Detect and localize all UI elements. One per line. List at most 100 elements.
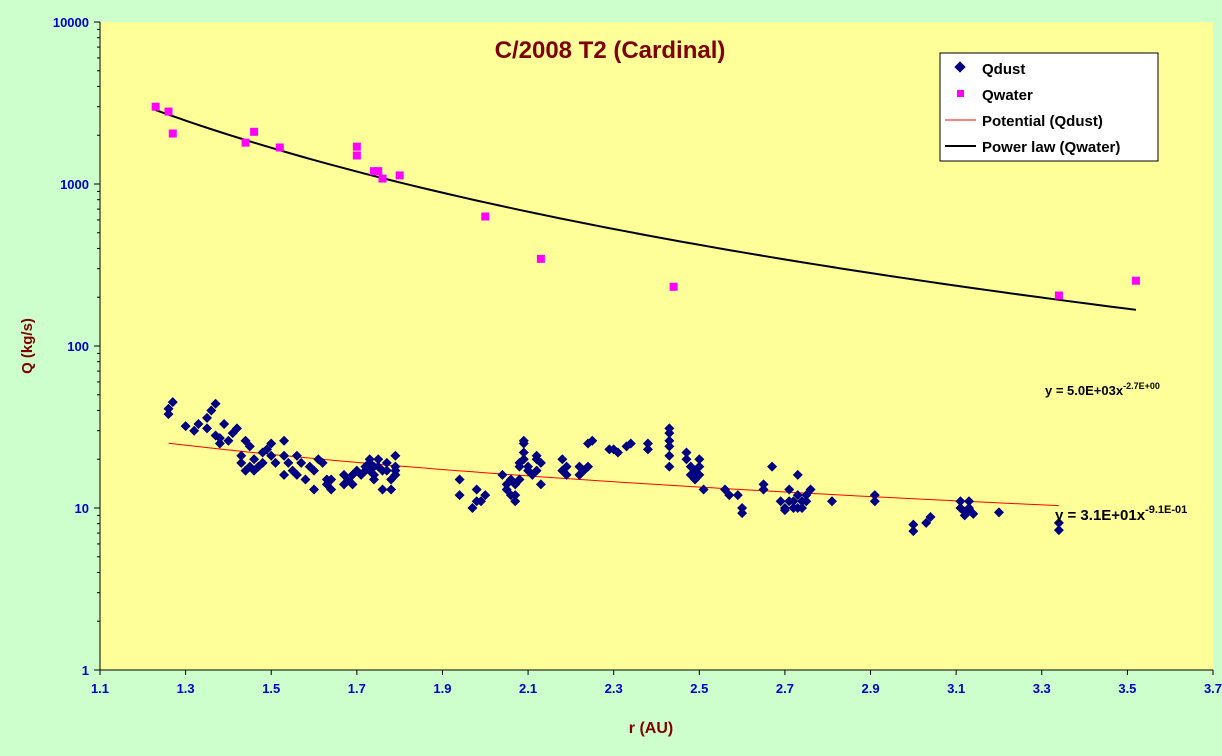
x-tick-label: 2.9 (861, 681, 879, 696)
qwater-point (378, 174, 387, 183)
qwater-point (369, 167, 378, 176)
y-tick-label: 1 (82, 663, 89, 678)
qdust-point (390, 469, 401, 480)
qdust-point (523, 461, 534, 472)
qdust-point (681, 447, 692, 458)
qdust-point (231, 423, 242, 434)
qdust-point (561, 469, 572, 480)
qdust-point (471, 484, 482, 495)
qdust-point (283, 457, 294, 468)
trendline-equation-water: y = 5.0E+03x-2.7E+00 (1045, 381, 1160, 398)
qdust-point (557, 454, 568, 465)
qdust-point (497, 469, 508, 480)
qdust-point (758, 484, 769, 495)
qdust-point (326, 474, 337, 485)
qdust-point (317, 457, 328, 468)
qdust-point (475, 496, 486, 507)
legend-item-qwater: Qwater (957, 87, 1033, 104)
legend-item-potential-qdust: Potential (Qdust) (945, 113, 1103, 130)
qdust-point (587, 435, 598, 446)
qwater-point (275, 143, 284, 152)
legend-label: Qdust (982, 61, 1025, 78)
qwater-point (164, 107, 173, 116)
x-tick-label: 1.9 (433, 681, 451, 696)
qdust-point (210, 398, 221, 409)
qdust-point (642, 444, 653, 455)
qdust-point (163, 409, 174, 420)
qwater-point (481, 212, 490, 221)
qdust-point (681, 454, 692, 465)
qdust-point (202, 412, 213, 423)
x-tick-label: 2.7 (776, 681, 794, 696)
qdust-point (775, 496, 786, 507)
qwater-point (1131, 276, 1140, 285)
qdust-point (1053, 517, 1064, 528)
qdust-point (309, 484, 320, 495)
qdust-point (869, 490, 880, 501)
qdust-point (279, 435, 290, 446)
qdust-point (518, 447, 529, 458)
qdust-point (364, 454, 375, 465)
y-tick-label: 10 (75, 501, 89, 516)
qdust-point (326, 484, 337, 495)
qdust-point (167, 397, 178, 408)
qdust-point (959, 510, 970, 521)
x-tick-label: 1.3 (177, 681, 195, 696)
qdust-point (279, 469, 290, 480)
qdust-point (261, 444, 272, 455)
qdust-point (908, 526, 919, 537)
qdust-point (583, 461, 594, 472)
qdust-point (955, 496, 966, 507)
qdust-point (300, 474, 311, 485)
qwater-point (352, 151, 361, 160)
qdust-point (694, 461, 705, 472)
qdust-point (518, 435, 529, 446)
qdust-point (805, 484, 816, 495)
qdust-point (694, 469, 705, 480)
qdust-point (206, 405, 217, 416)
qdust-point (257, 457, 268, 468)
qdust-point (698, 484, 709, 495)
qdust-point (797, 503, 808, 513)
qwater-point (1054, 291, 1063, 300)
qdust-point (612, 447, 623, 458)
qdust-point (390, 450, 401, 461)
qdust-point (223, 435, 234, 446)
qdust-point (309, 465, 320, 476)
qdust-point (664, 461, 675, 472)
qdust-point (386, 484, 397, 495)
x-axis-ticks: 1.1 1.3 1.5 1.7 1.9 2.1 2.3 2.5 2.7 2.9 3.1 3.3 3.5 3… (91, 670, 1222, 696)
chart-title: C/2008 T2 (Cardinal) (495, 37, 726, 64)
chart-marks (151, 102, 1140, 537)
qdust-point (454, 490, 465, 501)
equation-exponent: -2.7E+00 (1123, 381, 1160, 391)
qdust-point (279, 450, 290, 461)
qdust-point (467, 503, 478, 513)
qdust-point (779, 505, 790, 516)
qdust-point (968, 508, 979, 519)
qdust-point (266, 438, 277, 449)
qdust-point (291, 469, 302, 480)
qdust-point (368, 474, 379, 485)
x-tick-label: 3.7 (1204, 681, 1222, 696)
x-tick-label: 3.5 (1118, 681, 1136, 696)
qdust-point (921, 517, 932, 528)
qdust-point (925, 511, 936, 522)
qdust-point (270, 457, 281, 468)
qwater-point (168, 129, 177, 138)
qdust-point (214, 438, 225, 449)
qdust-point (266, 450, 277, 461)
qdust-point (531, 450, 542, 461)
qdust-point (454, 474, 465, 485)
water-trendline (155, 109, 1137, 311)
x-tick-label: 3.3 (1033, 681, 1051, 696)
qdust-point (664, 441, 675, 452)
qdust-point (767, 461, 778, 472)
qdust-point (869, 496, 880, 507)
equation-exponent: -9.1E-01 (1145, 504, 1187, 516)
qdust-point (296, 457, 307, 468)
qwater-point (241, 138, 250, 147)
x-tick-label: 2.5 (690, 681, 708, 696)
qdust-point (1053, 525, 1064, 536)
